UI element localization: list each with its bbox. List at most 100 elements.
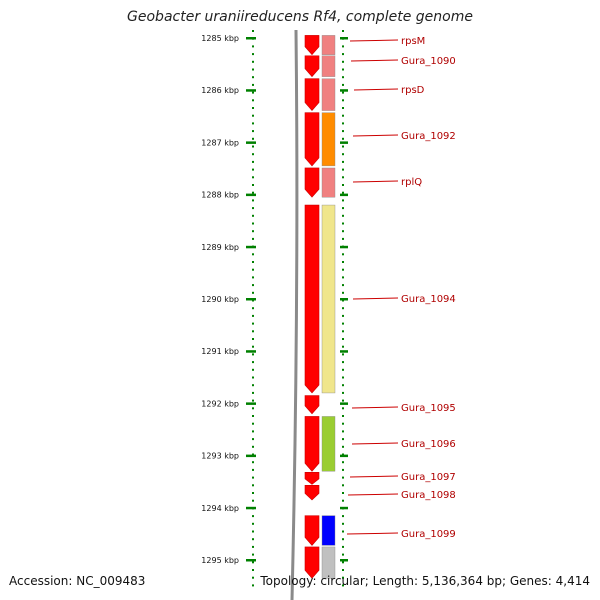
ruler-dot [252,531,254,533]
ruler-tick [246,298,256,301]
track-tick [340,37,348,40]
ruler-dot [252,115,254,117]
track-tick [340,559,348,562]
track-ruler-dot [342,184,344,186]
ruler-dot [252,69,254,71]
track-ruler-dot [342,415,344,417]
gene-category-box [322,168,335,197]
gene-label[interactable]: Gura_1094 [401,294,456,305]
ruler-tick [246,89,256,92]
track-ruler-dot [342,330,344,332]
ruler-tick-label: 1293 kbp [201,452,239,461]
gene-label[interactable]: Gura_1092 [401,131,456,142]
ruler-dot [252,215,254,217]
ruler-dot [252,469,254,471]
track-ruler-dot [342,115,344,117]
gene-arrow[interactable] [305,416,319,471]
gene-arrow[interactable] [305,35,319,54]
ruler-dot [252,400,254,402]
ruler-dot [252,369,254,371]
track-ruler-dot [342,315,344,317]
ruler-dot [252,477,254,479]
gene-label[interactable]: Gura_1098 [401,490,456,501]
gene-label[interactable]: Gura_1099 [401,529,456,540]
gene-label[interactable]: Gura_1090 [401,56,456,67]
gene-category-box [322,416,335,471]
ruler-dot [252,546,254,548]
gene-label[interactable]: rpsD [401,85,425,96]
track-ruler-dot [342,377,344,379]
gene-label-leader [350,476,398,477]
gene-arrow[interactable] [305,56,319,77]
ruler-dot [252,169,254,171]
gene-arrow[interactable] [305,113,319,166]
ruler-dot [252,284,254,286]
track-ruler-dot [342,477,344,479]
genome-map: 1285 kbp1286 kbp1287 kbp1288 kbp1289 kbp… [0,0,600,600]
track-ruler-dot [342,338,344,340]
gene-label[interactable]: Gura_1097 [401,472,456,483]
gene-arrow[interactable] [305,396,319,414]
ruler-dot [252,500,254,502]
track-ruler-dot [342,276,344,278]
ruler-dot [252,384,254,386]
ruler-dot [252,276,254,278]
track-ruler-dot [342,430,344,432]
ruler-tick-label: 1287 kbp [201,138,239,147]
track-ruler-dot [342,307,344,309]
gene-arrow[interactable] [305,516,319,546]
ruler-dot [252,45,254,47]
ruler-dot [252,415,254,417]
track-ruler-dot [342,469,344,471]
track-ruler-dot [342,69,344,71]
ruler-dot [252,92,254,94]
ruler-dot [252,584,254,586]
gene-category-box [322,35,335,54]
gene-label-leader [347,533,398,534]
gene-track [305,35,335,578]
gene-arrow[interactable] [305,485,319,500]
ruler-dot [252,323,254,325]
gene-label[interactable]: rplQ [401,177,422,188]
ruler-tick-label: 1288 kbp [201,191,239,200]
ruler-tick [246,141,256,144]
track-ruler-dot [342,546,344,548]
track-ruler-dot [342,446,344,448]
track-ruler-dot [342,569,344,571]
track-ruler-dot [342,461,344,463]
track-ruler-dot [342,361,344,363]
gene-label-leader [348,494,398,495]
track-ruler-dot [342,561,344,563]
gene-arrow[interactable] [305,168,319,197]
gene-category-box [322,56,335,77]
ruler-tick [246,350,256,353]
ruler-tick [246,507,256,510]
ruler-dot [252,307,254,309]
ruler-dot [252,261,254,263]
gene-arrow[interactable] [305,79,319,111]
track-ruler-dot [342,53,344,55]
track-tick [340,402,348,405]
gene-category-box [322,205,335,393]
ruler-dot [252,377,254,379]
ruler-dot [252,346,254,348]
gene-label[interactable]: rpsM [401,36,425,47]
track-ruler-dot [342,384,344,386]
gene-label[interactable]: Gura_1096 [401,439,456,450]
gene-label[interactable]: Gura_1095 [401,403,456,414]
ruler-dot [252,99,254,101]
gene-category-box [322,79,335,111]
gene-label-leader [351,60,398,61]
ruler-dot [252,223,254,225]
track-ruler-dot [342,192,344,194]
gene-arrow[interactable] [305,205,319,393]
track-ruler-dot [342,176,344,178]
track-tick [340,507,348,510]
track-ruler-dot [342,484,344,486]
track-ruler-dot [342,392,344,394]
ruler-tick-label: 1290 kbp [201,295,239,304]
track-ruler-dot [342,269,344,271]
track-ruler-dot [342,61,344,63]
gene-arrow[interactable] [305,472,319,484]
track-ruler-dot [342,523,344,525]
